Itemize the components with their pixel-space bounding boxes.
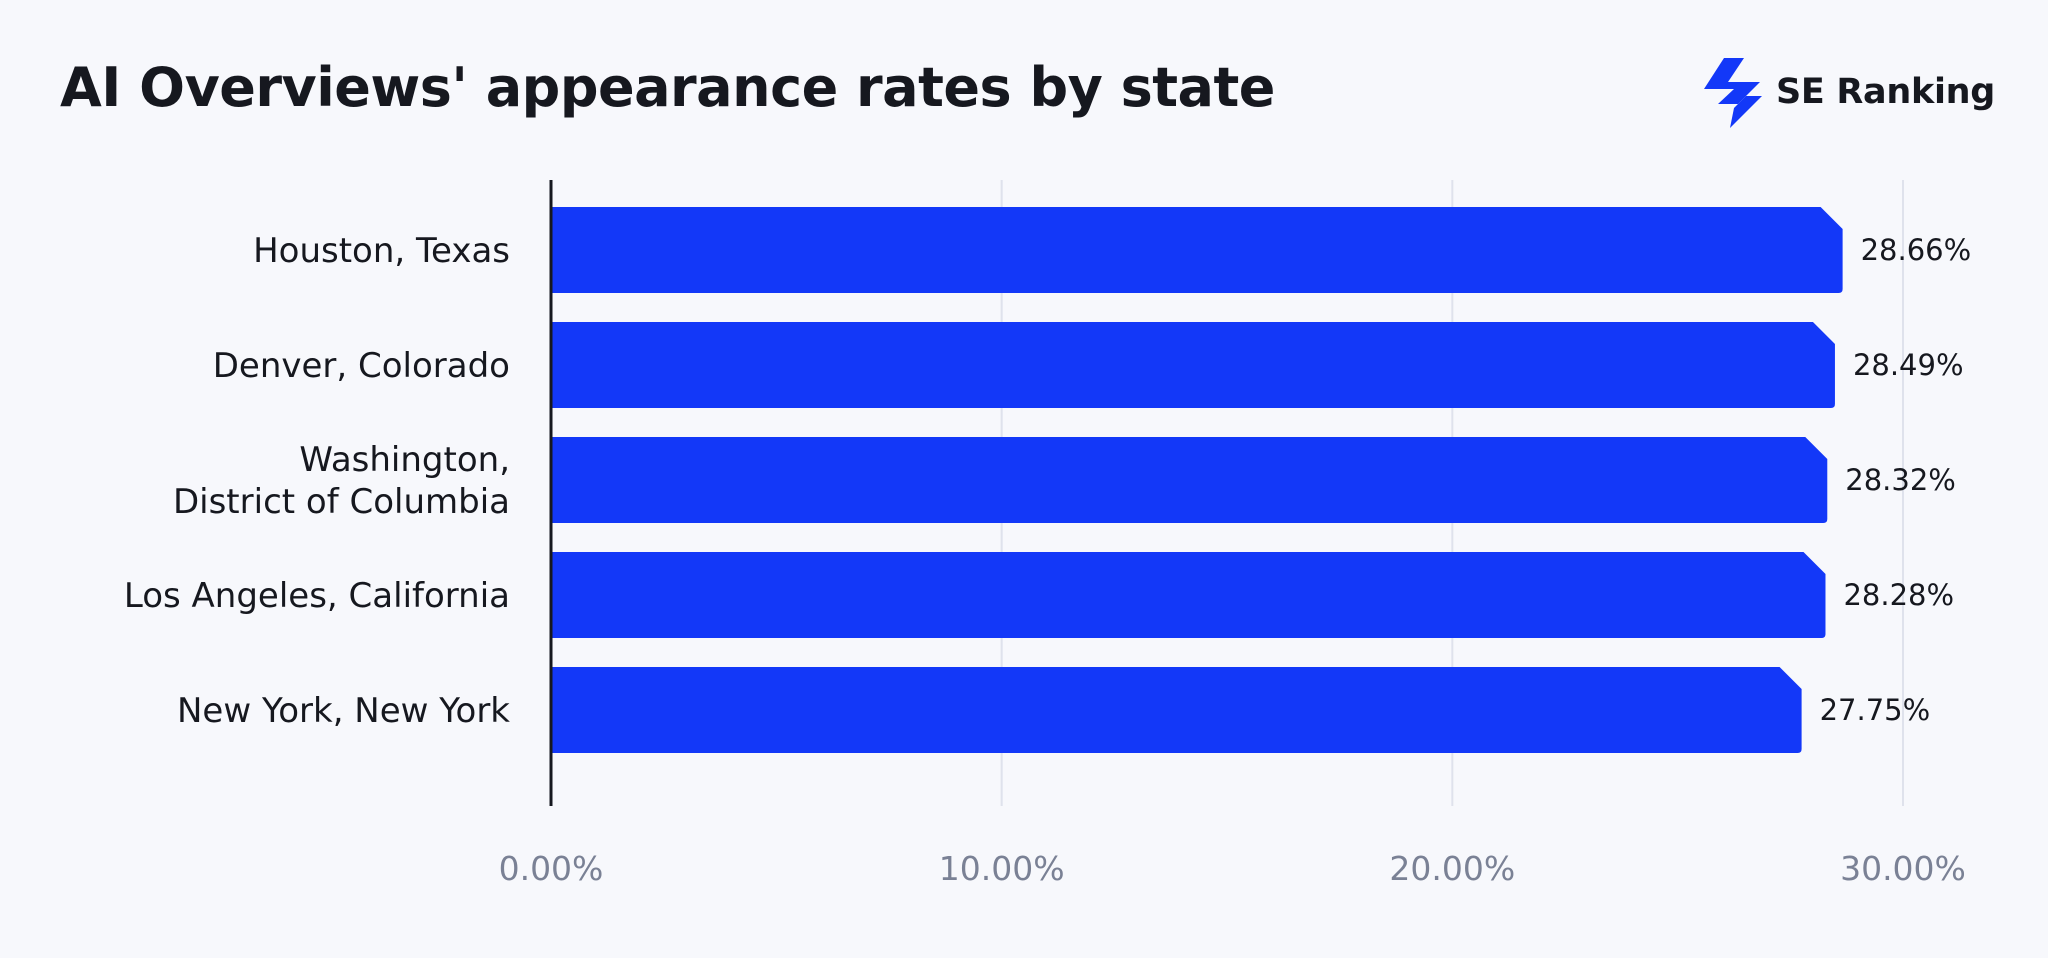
x-tick-label: 30.00% [1840,849,1966,888]
chart-title: AI Overviews' appearance rates by state [60,56,1275,119]
category-label: Denver, Colorado [213,346,510,386]
value-label: 28.32% [1845,463,1956,497]
category-label: Los Angeles, California [124,576,510,616]
brand-logo: SE Ranking [1700,56,1995,128]
value-label: 28.66% [1861,233,1972,267]
x-tick-label: 20.00% [1389,849,1515,888]
bar [551,207,1843,293]
value-label: 27.75% [1820,693,1931,727]
category-label: District of Columbia [173,482,510,522]
bar [551,667,1802,753]
x-tick-label: 0.00% [499,849,604,888]
value-label: 28.28% [1843,578,1954,612]
category-label: Houston, Texas [253,231,510,271]
bars [551,207,1843,753]
bar [551,322,1835,408]
value-label: 28.49% [1853,348,1964,382]
x-tick-label: 10.00% [939,849,1065,888]
bar [551,552,1826,638]
labels: 0.00% 10.00% 20.00% 30.00% 28.66% Houston, Te… [124,231,1971,888]
se-ranking-logo-icon [1704,58,1762,128]
category-label: Washington, [299,440,510,480]
bar [551,437,1828,523]
brand-name: SE Ranking [1776,72,1996,112]
category-label: New York, New York [177,691,510,731]
